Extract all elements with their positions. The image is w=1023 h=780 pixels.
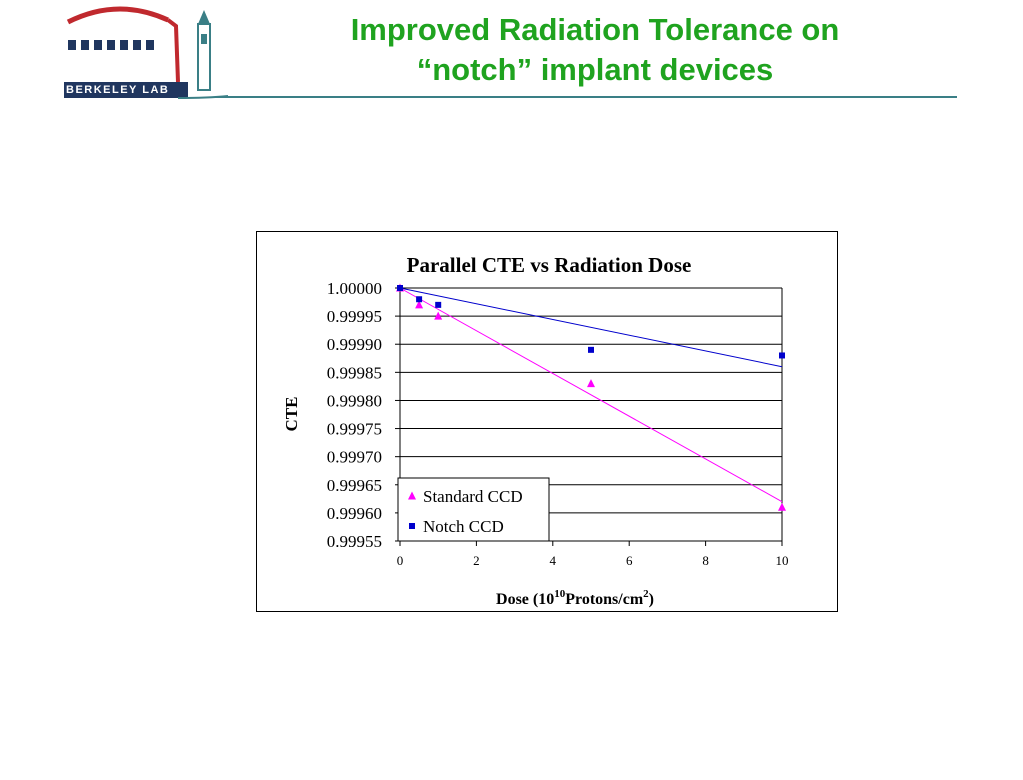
data-point-notch	[416, 296, 423, 303]
chart-frame: Parallel CTE vs Radiation Dose CTE Dose …	[256, 231, 838, 612]
logo-text: BERKELEY LAB	[66, 84, 170, 96]
legend-label-standard: Standard CCD	[423, 487, 523, 506]
title-line-2: “notch” implant devices	[416, 52, 774, 87]
data-point-standard	[778, 502, 786, 511]
data-point-standard	[587, 379, 595, 388]
x-axis-label-sup2: 2	[643, 588, 649, 600]
x-axis-label-mid: Protons/cm	[565, 591, 644, 608]
x-tick-label: 8	[702, 553, 709, 568]
x-tick-label: 0	[397, 553, 404, 568]
x-axis-label-prefix: Dose (10	[496, 591, 554, 608]
x-tick-label: 2	[473, 553, 480, 568]
y-tick-label: 0.99980	[327, 391, 382, 410]
data-point-standard	[434, 311, 443, 320]
x-axis-label-sup1: 10	[554, 588, 566, 600]
y-axis-label: CTE	[282, 397, 301, 432]
legend-label-notch: Notch CCD	[423, 517, 504, 536]
y-tick-label: 0.99965	[327, 476, 382, 495]
y-tick-label: 1.00000	[327, 279, 382, 298]
x-axis-label: Dose (1010Protons/cm2)	[496, 588, 654, 608]
x-axis-label-suffix: )	[649, 591, 654, 608]
x-tick-label: 10	[776, 553, 789, 568]
x-tick-label: 4	[550, 553, 557, 568]
data-points	[396, 283, 786, 511]
legend: Standard CCD Notch CCD	[397, 477, 550, 542]
title-line-1: Improved Radiation Tolerance on	[350, 12, 840, 47]
chart-title: Parallel CTE vs Radiation Dose	[407, 253, 692, 277]
data-point-standard	[415, 300, 424, 309]
data-point-notch	[588, 346, 594, 353]
y-tick-label: 0.99970	[327, 448, 382, 467]
y-tick-label: 0.99975	[327, 420, 382, 439]
y-tick-label: 0.99955	[327, 532, 382, 551]
trend-lines	[399, 287, 783, 503]
slide-title: Improved Radiation Tolerance on “notch” …	[270, 10, 920, 90]
legend-box	[397, 477, 550, 542]
trendline-notch	[399, 287, 783, 368]
data-point-notch	[435, 301, 442, 308]
trendline-standard	[399, 287, 783, 503]
legend-marker-notch	[409, 523, 415, 529]
data-point-notch	[397, 285, 403, 291]
y-tick-label: 0.99990	[327, 335, 382, 354]
y-tick-label: 0.99960	[327, 504, 382, 523]
data-point-notch	[779, 352, 785, 359]
cte-chart: Parallel CTE vs Radiation Dose CTE Dose …	[282, 253, 789, 608]
axes: 1.00000 0.99995 0.99990 0.99985 0.99980 0.999…	[327, 279, 789, 568]
berkeley-lab-logo	[64, 6, 228, 99]
x-tick-label: 6	[626, 553, 633, 568]
y-tick-label: 0.99995	[327, 307, 382, 326]
legend-marker-standard	[408, 491, 416, 500]
header-divider	[215, 96, 957, 98]
y-tick-label: 0.99985	[327, 363, 382, 382]
